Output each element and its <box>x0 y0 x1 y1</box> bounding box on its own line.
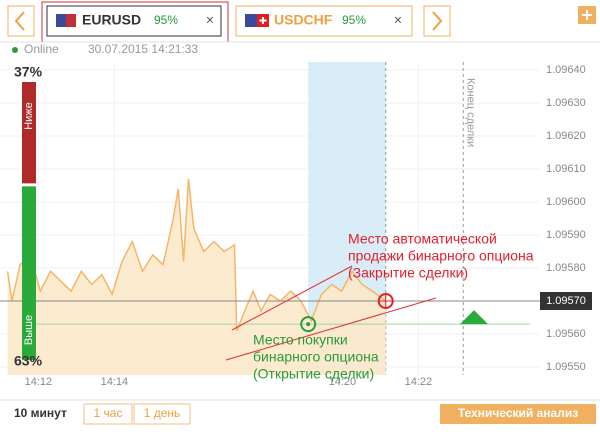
timeframe-label: 10 минут <box>14 406 67 420</box>
flag-eu <box>66 14 76 27</box>
x-tick-label: 14:14 <box>101 376 129 388</box>
sell-point-cross <box>378 294 393 308</box>
timeframe-label: 1 день <box>144 406 181 420</box>
flag-us <box>245 14 257 27</box>
price-line <box>6 178 387 331</box>
y-tick-label: 1.09550 <box>546 361 586 373</box>
close-tab[interactable]: × <box>206 12 214 28</box>
sell-annotation: (Закрытие сделки) <box>348 265 468 281</box>
timeframe-button[interactable] <box>8 404 80 424</box>
timeframe-button[interactable] <box>83 403 133 425</box>
sentiment-down-value: 37% <box>14 64 43 80</box>
x-tick-label: 14:20 <box>329 376 357 388</box>
y-tick-label: 1.09640 <box>546 64 586 76</box>
buy-annotation: (Открытие сделки) <box>253 366 374 382</box>
buy-point <box>300 316 317 333</box>
sentiment-down-label: Ниже <box>23 102 35 130</box>
y-tick-label: 1.09600 <box>546 196 586 208</box>
price-area <box>7 178 386 375</box>
flag-cross <box>259 17 267 24</box>
tab-payout: 95% <box>154 13 178 27</box>
y-tick-label: 1.09610 <box>546 163 586 175</box>
online-dot <box>12 47 18 53</box>
y-tick-label: 1.09590 <box>546 229 586 241</box>
timeframe-button[interactable] <box>133 403 191 425</box>
y-tick-label: 1.09620 <box>546 130 586 142</box>
sentiment-up-value: 63% <box>14 353 43 369</box>
chart: 1.09640 1.09630 1.09620 1.09610 1.09600 1.095… <box>0 62 592 388</box>
y-tick-label: 1.09560 <box>546 328 586 340</box>
sentiment-up <box>22 186 36 360</box>
buy-point-dot <box>306 322 311 327</box>
sell-annotation: продажи бинарного опциона <box>348 248 534 264</box>
x-tick-label: 14:22 <box>405 376 433 388</box>
sentiment-up-label: Выше <box>23 315 35 345</box>
y-tick-label: 1.09580 <box>546 262 586 274</box>
buy-annotation: бинарного опциона <box>253 349 379 365</box>
timeframe-label: 1 час <box>94 406 123 420</box>
next-arrow <box>432 11 443 31</box>
call-triangle <box>460 310 488 325</box>
trend-line <box>225 265 437 361</box>
analysis-button[interactable] <box>440 404 596 424</box>
tab-symbol: USDCHF <box>274 12 333 28</box>
next-tab-button[interactable] <box>423 5 451 37</box>
close-tab[interactable]: × <box>394 12 402 28</box>
analysis-label: Технический анализ <box>458 406 578 420</box>
plus-icon <box>582 10 592 20</box>
y-tick-label: 1.09630 <box>546 97 586 109</box>
prev-arrow <box>14 11 25 31</box>
current-price-label: 1.09570 <box>546 295 586 307</box>
end-line-label: Конец сделки <box>464 78 476 147</box>
x-tick-label: 14:12 <box>25 376 53 388</box>
tab-symbol: EURUSD <box>82 12 141 28</box>
sentiment-down <box>22 82 36 184</box>
timestamp: 30.07.2015 14:21:33 <box>88 42 198 56</box>
sell-annotation: Место автоматической <box>348 231 497 247</box>
prev-tab-button[interactable] <box>7 5 35 37</box>
tab-payout: 95% <box>342 13 366 27</box>
buy-annotation: Место покупки <box>253 332 348 348</box>
current-price-box <box>540 292 592 310</box>
status: Online <box>24 42 59 56</box>
